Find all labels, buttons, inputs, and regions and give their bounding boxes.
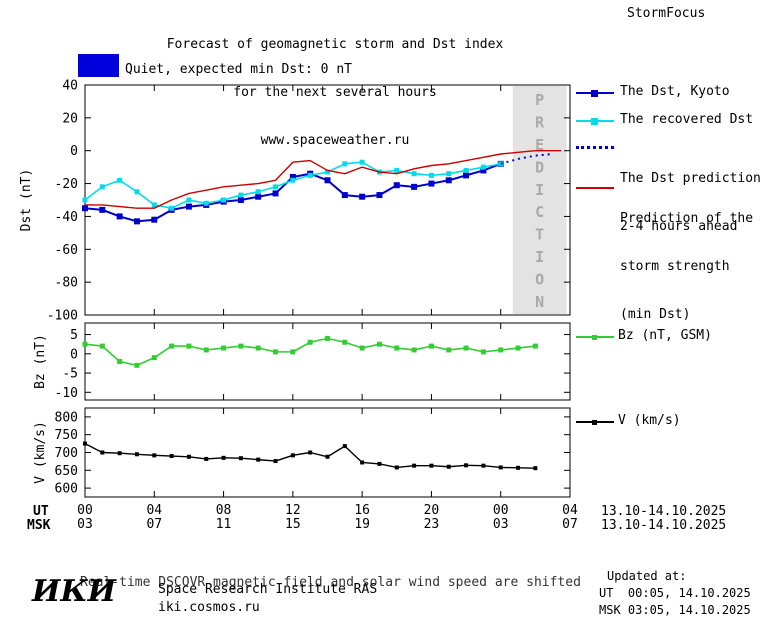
- svg-text:Dst (nT): Dst (nT): [19, 169, 34, 232]
- msk-date-range: 13.10-14.10.2025: [601, 518, 727, 533]
- legend-bz: Bz (nT, GSM): [618, 328, 712, 343]
- svg-text:03: 03: [493, 517, 509, 532]
- svg-text:20: 20: [62, 111, 78, 126]
- svg-text:04: 04: [562, 503, 578, 518]
- svg-text:-100: -100: [47, 309, 78, 324]
- svg-text:D: D: [535, 158, 544, 176]
- legend-v: V (km/s): [618, 413, 681, 428]
- svg-text:600: 600: [55, 482, 78, 497]
- legend-dst-prediction: The Dst prediction 2-4 hours ahead: [620, 171, 760, 234]
- legend-storm-strength: Prediction of the storm strength (min Ds…: [620, 211, 754, 322]
- legend-swatch-storm-strength: [576, 187, 614, 189]
- svg-text:00: 00: [77, 503, 93, 518]
- svg-text:-5: -5: [62, 367, 78, 382]
- svg-text:-20: -20: [55, 177, 78, 192]
- svg-text:P: P: [535, 91, 544, 109]
- svg-text:00: 00: [493, 503, 509, 518]
- footnote: Real-time DSCOVR magnetic field and sola…: [80, 575, 581, 590]
- title-url: www.spaceweather.ru: [260, 133, 410, 148]
- storm-level-swatch: [78, 54, 119, 77]
- ut-axis-label: UT: [33, 504, 49, 519]
- svg-text:-10: -10: [55, 386, 78, 401]
- svg-text:0: 0: [70, 144, 78, 159]
- svg-text:11: 11: [216, 517, 232, 532]
- legend-swatch-bz: [576, 335, 614, 340]
- svg-text:N: N: [535, 293, 544, 311]
- svg-text:Bz (nT): Bz (nT): [33, 334, 48, 389]
- brand-stormfocus: StormFocus: [627, 6, 706, 21]
- legend-swatch-v: [576, 420, 614, 425]
- svg-text:-60: -60: [55, 243, 78, 258]
- svg-text:V (km/s): V (km/s): [33, 421, 48, 484]
- svg-text:I: I: [535, 248, 544, 266]
- storm-level-label: Quiet, expected min Dst: 0 nT: [125, 62, 352, 77]
- svg-text:5: 5: [70, 328, 78, 343]
- msk-axis-label: MSK: [27, 518, 51, 533]
- svg-text:750: 750: [55, 428, 78, 443]
- updated-at-label: Updated at:: [607, 569, 687, 583]
- svg-text:R: R: [535, 113, 545, 131]
- svg-text:-80: -80: [55, 276, 78, 291]
- institute-name: Space Research Institute RAS: [158, 582, 378, 597]
- svg-text:650: 650: [55, 464, 78, 479]
- legend-recovered-dst: The recovered Dst: [620, 112, 754, 127]
- svg-text:07: 07: [562, 517, 578, 532]
- svg-text:700: 700: [55, 446, 78, 461]
- legend-swatch-recovered-dst: [576, 118, 614, 125]
- svg-text:-40: -40: [55, 210, 78, 225]
- svg-text:T: T: [535, 226, 544, 244]
- svg-text:20: 20: [424, 503, 440, 518]
- ut-date-range: 13.10-14.10.2025: [601, 504, 727, 519]
- svg-text:C: C: [535, 203, 544, 221]
- svg-text:03: 03: [77, 517, 93, 532]
- svg-text:08: 08: [216, 503, 232, 518]
- svg-text:07: 07: [146, 517, 162, 532]
- svg-text:40: 40: [62, 79, 78, 94]
- svg-text:0: 0: [70, 347, 78, 362]
- iki-logo: ИКИ: [32, 574, 116, 609]
- svg-text:16: 16: [354, 503, 370, 518]
- legend-dst-kyoto: The Dst, Kyoto: [620, 84, 730, 99]
- svg-text:800: 800: [55, 410, 78, 425]
- title-line-2: for the next several hours: [233, 85, 437, 100]
- svg-text:19: 19: [354, 517, 370, 532]
- title-line-1: Forecast of geomagnetic storm and Dst in…: [166, 37, 504, 52]
- page-title: Forecast of geomagnetic storm and Dst in…: [100, 5, 570, 181]
- svg-text:04: 04: [146, 503, 162, 518]
- svg-text:15: 15: [285, 517, 301, 532]
- institute-site: iki.cosmos.ru: [158, 600, 260, 615]
- svg-text:O: O: [535, 271, 544, 289]
- svg-text:12: 12: [285, 503, 301, 518]
- updated-msk: MSK 03:05, 14.10.2025: [599, 603, 751, 617]
- legend-swatch-dst-kyoto: [576, 90, 614, 97]
- svg-text:23: 23: [424, 517, 440, 532]
- svg-text:I: I: [535, 181, 544, 199]
- updated-ut: UT 00:05, 14.10.2025: [599, 586, 751, 600]
- legend-swatch-dst-prediction: [576, 146, 614, 149]
- svg-text:E: E: [535, 136, 544, 154]
